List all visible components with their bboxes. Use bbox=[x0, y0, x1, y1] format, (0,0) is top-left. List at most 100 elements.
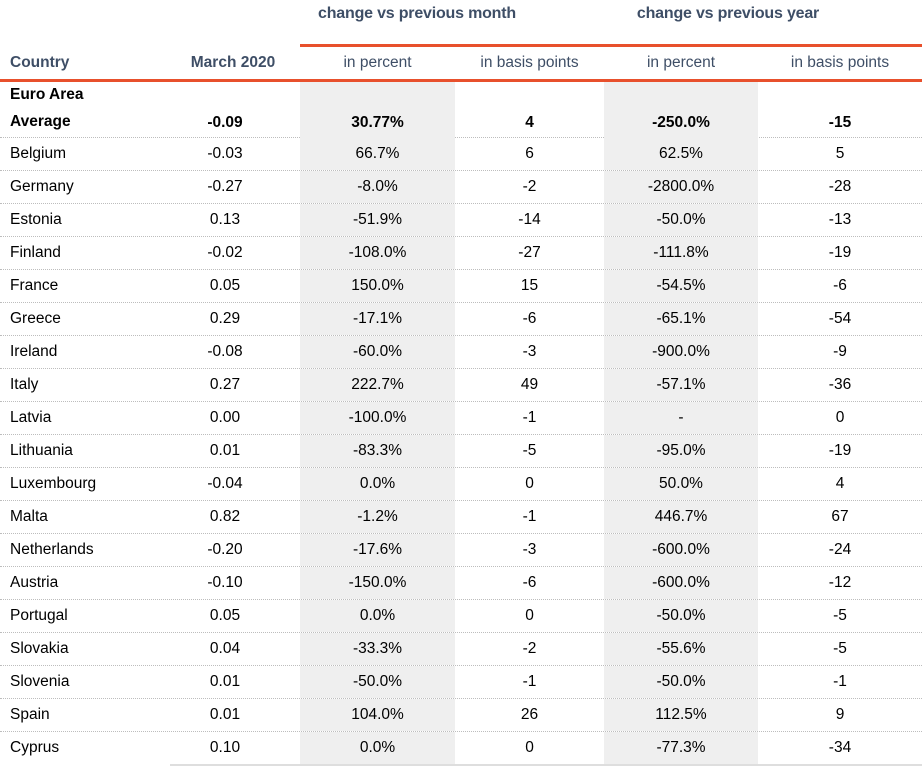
value-cell: -19 bbox=[828, 442, 852, 459]
value-cell: -17.1% bbox=[300, 303, 455, 335]
country-cell: Estonia bbox=[10, 211, 62, 228]
value-cell: -2 bbox=[522, 640, 537, 657]
value-cell: -1 bbox=[522, 508, 537, 525]
value-cell: 0.27 bbox=[209, 376, 241, 393]
value-cell: 0.01 bbox=[209, 442, 241, 459]
value-cell: 0.13 bbox=[209, 211, 241, 228]
country-cell: Cyprus bbox=[10, 739, 60, 756]
column-header-yoy-percent: in percent bbox=[646, 54, 716, 71]
value-cell: -34 bbox=[828, 739, 852, 756]
value-cell: 0.05 bbox=[209, 607, 241, 624]
value-cell: -77.3% bbox=[604, 732, 758, 764]
table-row: Spain 0.01 104.0% 26 112.5% 9 bbox=[0, 698, 922, 731]
country-cell: Euro Area Average bbox=[10, 86, 84, 130]
table-row: Estonia 0.13 -51.9% -14 -50.0% -13 bbox=[0, 203, 922, 236]
value-cell: -8.0% bbox=[300, 171, 455, 203]
value-cell: -15 bbox=[828, 114, 852, 132]
value-cell: 4 bbox=[835, 475, 845, 492]
value-cell: -6 bbox=[522, 310, 537, 327]
value-cell: 0.0% bbox=[300, 468, 455, 500]
value-cell: -600.0% bbox=[604, 567, 758, 599]
value-cell: 67 bbox=[831, 508, 849, 525]
table-row: Slovakia 0.04 -33.3% -2 -55.6% -5 bbox=[0, 632, 922, 665]
value-cell: 9 bbox=[835, 706, 845, 723]
value-cell: -50.0% bbox=[300, 666, 455, 698]
column-header-row: Country March 2020 in percent in basis p… bbox=[0, 47, 922, 82]
value-cell: -12 bbox=[828, 574, 852, 591]
value-cell: -111.8% bbox=[604, 237, 758, 269]
group-header-spacer bbox=[0, 2, 300, 47]
value-cell: -6 bbox=[833, 277, 847, 294]
value-cell: - bbox=[604, 402, 758, 434]
country-cell: Netherlands bbox=[10, 541, 94, 558]
country-cell: Greece bbox=[10, 310, 61, 327]
value-cell: 26 bbox=[520, 706, 539, 723]
value-cell: -0.10 bbox=[207, 574, 243, 591]
value-cell: -24 bbox=[828, 541, 852, 558]
value-cell: -36 bbox=[828, 376, 852, 393]
column-header-mom-bps: in basis points bbox=[480, 54, 579, 71]
value-cell: 0.05 bbox=[209, 277, 241, 294]
value-cell: -0.02 bbox=[207, 244, 243, 261]
value-cell: -900.0% bbox=[604, 336, 758, 368]
value-cell: 222.7% bbox=[300, 369, 455, 401]
value-cell: -3 bbox=[522, 541, 537, 558]
table-row: Cyprus 0.10 0.0% 0 -77.3% -34 bbox=[0, 731, 922, 764]
value-cell: 0.04 bbox=[209, 640, 241, 657]
value-cell: -1 bbox=[833, 673, 847, 690]
value-cell: -5 bbox=[522, 442, 537, 459]
value-cell: -55.6% bbox=[604, 633, 758, 665]
table-row: Latvia 0.00 -100.0% -1 - 0 bbox=[0, 401, 922, 434]
value-cell: 15 bbox=[520, 277, 539, 294]
value-cell: -54 bbox=[828, 310, 852, 327]
value-cell: 0 bbox=[525, 475, 534, 492]
table-row: Portugal 0.05 0.0% 0 -50.0% -5 bbox=[0, 599, 922, 632]
country-cell: Finland bbox=[10, 244, 61, 261]
value-cell: -54.5% bbox=[604, 270, 758, 302]
country-cell: Italy bbox=[10, 376, 39, 393]
value-cell: -28 bbox=[828, 178, 852, 195]
table-row: Euro Area Average -0.09 30.77% 4 -250.0% -15 bbox=[0, 82, 922, 141]
value-cell: 66.7% bbox=[300, 138, 455, 170]
group-header-previous-month: change vs previous month bbox=[300, 2, 604, 47]
value-cell: -50.0% bbox=[604, 204, 758, 236]
value-cell: 0.01 bbox=[209, 706, 241, 723]
table-row: Greece 0.29 -17.1% -6 -65.1% -54 bbox=[0, 302, 922, 335]
country-cell: Malta bbox=[10, 508, 48, 525]
group-header-row: change vs previous month change vs previ… bbox=[0, 2, 922, 47]
table-row: Luxembourg -0.04 0.0% 0 50.0% 4 bbox=[0, 467, 922, 500]
table-row: Finland -0.02 -108.0% -27 -111.8% -19 bbox=[0, 236, 922, 269]
value-cell: 0.82 bbox=[209, 508, 241, 525]
value-cell: -9 bbox=[833, 343, 847, 360]
value-cell: -1 bbox=[522, 409, 537, 426]
value-cell: -3 bbox=[522, 343, 537, 360]
value-cell: 0.0% bbox=[300, 600, 455, 632]
value-cell: -250.0% bbox=[604, 82, 758, 141]
value-cell: -60.0% bbox=[300, 336, 455, 368]
value-cell: -50.0% bbox=[604, 666, 758, 698]
table-row: Italy 0.27 222.7% 49 -57.1% -36 bbox=[0, 368, 922, 401]
value-cell: -1 bbox=[522, 673, 537, 690]
value-cell: -13 bbox=[828, 211, 852, 228]
value-cell: -27 bbox=[518, 244, 541, 261]
table-row: Belgium -0.03 66.7% 6 62.5% 5 bbox=[0, 137, 922, 170]
column-header-country: Country bbox=[10, 54, 70, 71]
value-cell: 4 bbox=[525, 114, 534, 132]
value-cell: 62.5% bbox=[604, 138, 758, 170]
country-cell: Slovakia bbox=[10, 640, 69, 657]
value-cell: 0.0% bbox=[300, 732, 455, 764]
country-cell: Ireland bbox=[10, 343, 58, 360]
value-cell: 49 bbox=[520, 376, 539, 393]
value-cell: -5 bbox=[833, 640, 847, 657]
value-cell: 5 bbox=[835, 145, 845, 162]
country-cell: Portugal bbox=[10, 607, 68, 624]
value-cell: 0 bbox=[525, 739, 534, 756]
bottom-divider bbox=[170, 764, 922, 766]
value-cell: -6 bbox=[522, 574, 537, 591]
table-body: Euro Area Average -0.09 30.77% 4 -250.0% -15 B… bbox=[0, 82, 922, 764]
value-cell: -50.0% bbox=[604, 600, 758, 632]
value-cell: -14 bbox=[518, 211, 541, 228]
table-row: France 0.05 150.0% 15 -54.5% -6 bbox=[0, 269, 922, 302]
value-cell: -0.04 bbox=[207, 475, 243, 492]
